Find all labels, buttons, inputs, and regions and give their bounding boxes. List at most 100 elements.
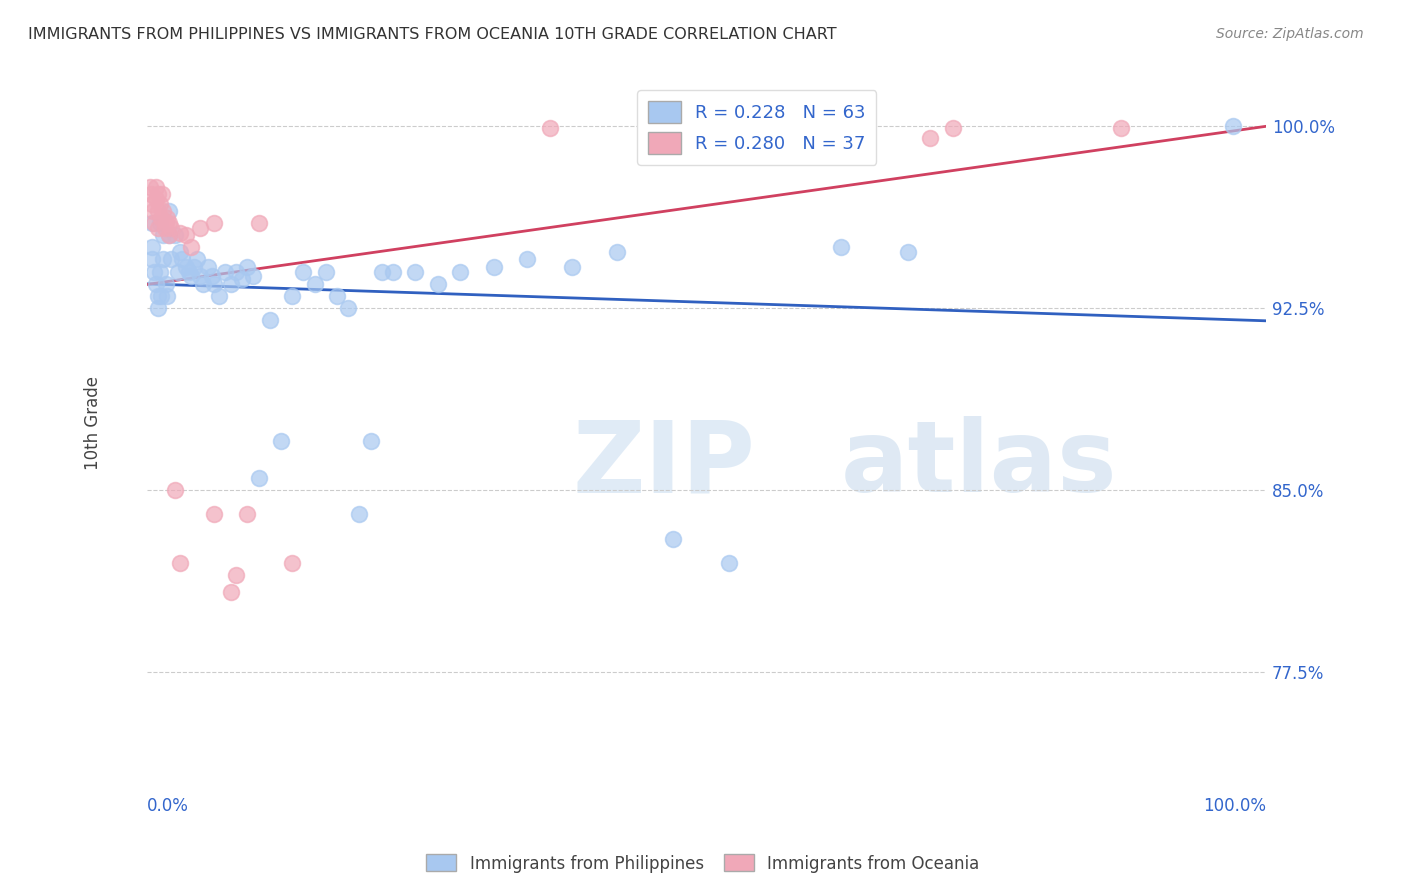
Point [516,252,538,267]
Text: IMMIGRANTS FROM PHILIPPINES VS IMMIGRANTS FROM OCEANIA 10TH GRADE CORRELATION CH: IMMIGRANTS FROM PHILIPPINES VS IMMIGRANT… [28,27,837,42]
Point [139,186,162,201]
Point [830,240,852,254]
Point [149,196,172,211]
Point [169,245,191,260]
Point [149,264,172,278]
Point [146,203,169,218]
Text: ZIP: ZIP [572,417,755,513]
Point [188,269,211,284]
Point [174,260,197,274]
Legend: Immigrants from Philippines, Immigrants from Oceania: Immigrants from Philippines, Immigrants … [420,847,986,880]
Point [897,245,920,260]
Point [920,131,942,145]
Point [160,252,183,267]
Point [219,585,242,599]
Point [157,216,180,230]
Point [662,532,685,546]
Point [146,289,169,303]
Point [183,260,205,274]
Point [152,228,174,243]
Point [150,289,173,303]
Point [482,260,505,274]
Point [304,277,326,291]
Point [191,277,214,291]
Text: Source: ZipAtlas.com: Source: ZipAtlas.com [1216,27,1364,41]
Point [236,508,259,522]
Point [150,211,173,226]
Point [150,186,173,201]
Point [146,220,169,235]
Legend: R = 0.228   N = 63, R = 0.280   N = 37: R = 0.228 N = 63, R = 0.280 N = 37 [637,90,876,165]
Point [141,216,163,230]
Point [169,226,191,240]
Point [188,220,211,235]
Text: 10th Grade: 10th Grade [84,376,101,470]
Point [174,228,197,243]
Point [942,121,965,136]
Point [163,483,186,497]
Point [156,211,179,226]
Text: 0.0%: 0.0% [146,797,188,814]
Point [141,196,163,211]
Point [208,289,231,303]
Point [157,203,180,218]
Point [349,508,371,522]
Point [231,272,253,286]
Point [156,289,179,303]
Point [160,220,183,235]
Point [145,179,167,194]
Point [259,313,281,327]
Point [202,277,225,291]
Point [404,264,426,278]
Point [139,179,162,194]
Point [202,216,225,230]
Point [1222,119,1244,133]
Point [337,301,360,315]
Point [146,186,169,201]
Point [163,228,186,243]
Text: atlas: atlas [841,417,1118,513]
Point [142,203,165,218]
Point [292,264,315,278]
Point [146,301,169,315]
Point [143,216,166,230]
Point [360,434,382,449]
Point [167,264,190,278]
Point [236,260,259,274]
Point [152,252,174,267]
Point [561,260,583,274]
Point [180,240,202,254]
Point [145,192,167,206]
Point [315,264,337,278]
Point [717,556,740,570]
Point [247,471,270,485]
Point [200,269,222,284]
Point [370,264,392,278]
Point [186,252,208,267]
Point [197,260,219,274]
Point [157,228,180,243]
Point [270,434,292,449]
Point [538,121,561,136]
Point [242,269,264,284]
Point [180,269,202,284]
Point [281,556,304,570]
Point [169,556,191,570]
Point [152,203,174,218]
Point [149,216,172,230]
Point [141,240,163,254]
Point [219,277,242,291]
Point [225,568,247,582]
Point [281,289,304,303]
Point [179,264,201,278]
Point [214,264,236,278]
Point [426,277,449,291]
Point [172,252,194,267]
Point [141,252,163,267]
Point [143,264,166,278]
Point [153,220,176,235]
Point [155,277,177,291]
Point [225,264,247,278]
Point [145,277,167,291]
Point [157,228,180,243]
